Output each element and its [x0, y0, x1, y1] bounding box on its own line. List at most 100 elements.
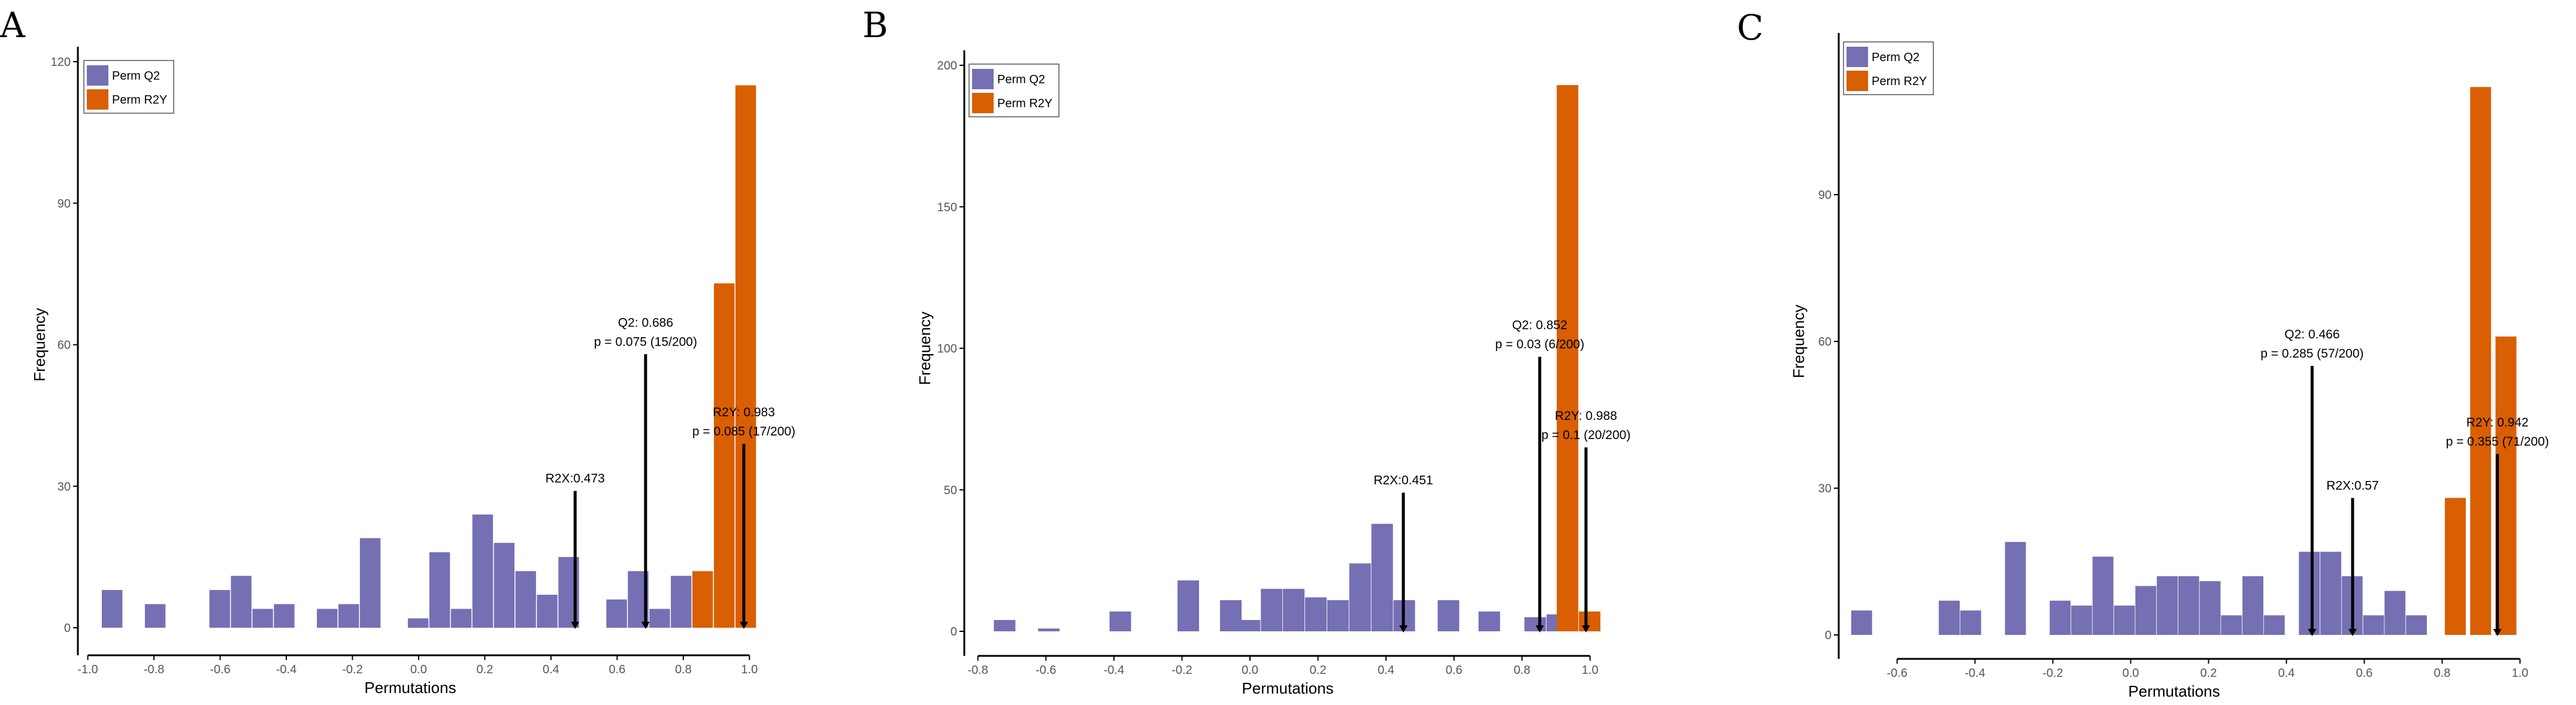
x-tick-label: -0.8 [967, 664, 988, 677]
annotation-arrow-head [2493, 629, 2502, 636]
annotation-label: R2X:0.57 [2326, 479, 2379, 492]
r2y-bar [1579, 611, 1601, 631]
annotation-label: p = 0.075 (15/200) [594, 335, 697, 349]
chart-panel-b: B 0 50 100 150 200 -0.8 -0.6 -0.4 -0.2 0.0 0.2 0.4 0.… [862, 5, 1630, 697]
q2-bar [2242, 576, 2263, 635]
annotation: R2Y: 0.983 p = 0.085 (17/200) [692, 406, 795, 629]
annotation-label: R2Y: 0.983 [713, 406, 775, 419]
x-tick-label: 1.0 [741, 663, 758, 676]
annotation: R2Y: 0.988 p = 0.1 (20/200) [1542, 409, 1631, 633]
y-tick-label: 60 [57, 339, 71, 352]
q2-bar [2050, 600, 2071, 635]
x-tick-label: 0.0 [2123, 667, 2139, 680]
x-tick-label: -0.2 [2042, 667, 2063, 680]
x-axis-title: Permutations [1242, 679, 1333, 697]
r2y-bar [2470, 87, 2492, 636]
q2-bar [472, 515, 494, 628]
y-tick-label: 200 [937, 59, 957, 72]
x-tick-label: 0.2 [477, 663, 494, 676]
r2y-bar [735, 85, 756, 628]
q2-bar [2135, 586, 2157, 635]
annotation-label: p = 0.085 (17/200) [692, 425, 795, 438]
y-axis-title: Frequency [1790, 305, 1808, 379]
q2-bar [1261, 589, 1283, 631]
annotation-label: p = 0.1 (20/200) [1542, 428, 1631, 442]
x-tick-label: 0.4 [1378, 664, 1394, 677]
y-tick-label: 30 [1818, 482, 1832, 495]
x-tick-label: -0.4 [1964, 667, 1985, 680]
y-tick-label: 100 [937, 343, 957, 356]
legend: Perm Q2 Perm R2Y [968, 63, 1060, 117]
x-tick-label: 0.0 [410, 663, 427, 676]
annotation-arrow-head [1535, 625, 1544, 633]
y-tick-label: 0 [1825, 629, 1832, 642]
x-tick-label: 0.8 [2434, 667, 2451, 680]
x-axis-title: Permutations [2128, 682, 2220, 700]
annotation-label: R2X:0.451 [1373, 473, 1433, 487]
y-tick-label: 150 [937, 201, 957, 214]
q2-legend-swatch [87, 65, 108, 86]
q2-bar [2071, 606, 2092, 635]
x-tick-label: -0.6 [1036, 664, 1056, 677]
r2y-bar [1557, 85, 1579, 632]
annotation: Q2: 0.466 p = 0.285 (57/200) [2260, 328, 2364, 636]
q2-bar [1437, 600, 1460, 631]
q2-bar [450, 609, 472, 628]
q2-bar [2320, 552, 2341, 635]
y-axis-title: Frequency [31, 308, 49, 382]
x-tick-label: 0.4 [543, 663, 559, 676]
q2-bar [2005, 541, 2026, 635]
q2-bar [1939, 600, 1960, 635]
q2-bar [408, 618, 429, 628]
r2y-legend-swatch [87, 89, 108, 110]
x-tick-label: -0.2 [1172, 664, 1192, 677]
q2-bar [2299, 552, 2320, 635]
q2-bar [1109, 611, 1131, 631]
q2-bar [2363, 615, 2384, 635]
q2-bar [1960, 610, 1981, 635]
r2y-legend-swatch [1847, 71, 1868, 91]
q2-bar [2199, 581, 2221, 635]
y-tick-label: 0 [951, 625, 957, 639]
q2-bar [537, 594, 558, 628]
q2-bar [252, 609, 273, 628]
y-tick-label: 0 [64, 622, 71, 635]
x-tick-label: -1.0 [77, 663, 98, 676]
q2-bar [231, 576, 252, 628]
annotation-arrow-head [1399, 625, 1408, 633]
y-tick-label: 90 [57, 197, 71, 210]
x-tick-label: 0.6 [609, 663, 625, 676]
x-tick-label: -0.6 [1887, 667, 1907, 680]
q2-bar [1478, 611, 1500, 631]
x-tick-label: 1.0 [2512, 667, 2529, 680]
annotation-label: Q2: 0.466 [2284, 328, 2339, 341]
annotation-label: p = 0.03 (6/200) [1495, 338, 1584, 352]
q2-bar [274, 604, 295, 628]
q2-bar [209, 590, 230, 628]
r2y-bar [2495, 336, 2517, 635]
annotation-arrow-head [739, 622, 748, 629]
x-tick-label: -0.6 [210, 663, 230, 676]
chart-panel-c: C 0 30 60 90 -0.6 -0.4 -0.2 0.0 0.2 0.4 0.6 0.8 1.0 Pe… [1737, 7, 2549, 700]
annotation-label: Q2: 0.852 [1512, 319, 1567, 332]
q2-legend-swatch [972, 69, 994, 89]
q2-bar [1327, 600, 1349, 631]
q2-bar [1371, 524, 1393, 631]
q2-legend-swatch [1847, 47, 1868, 67]
q2-bar [1349, 563, 1371, 631]
annotation: R2X:0.57 [2326, 479, 2379, 636]
annotation-label: R2Y: 0.988 [1555, 409, 1617, 423]
q2-bar [515, 571, 536, 628]
q2-bar [1524, 617, 1546, 631]
annotation-label: R2X:0.473 [546, 472, 605, 486]
q2-bar [2406, 615, 2427, 635]
legend: Perm Q2 Perm R2Y [83, 60, 174, 114]
q2-bar [429, 552, 450, 628]
q2-bar [144, 604, 166, 628]
x-tick-label: -0.4 [1104, 664, 1124, 677]
q2-bar [2221, 615, 2242, 635]
y-tick-label: 50 [944, 484, 957, 497]
q2-legend-label: Perm Q2 [997, 73, 1045, 86]
q2-bar [649, 609, 670, 628]
